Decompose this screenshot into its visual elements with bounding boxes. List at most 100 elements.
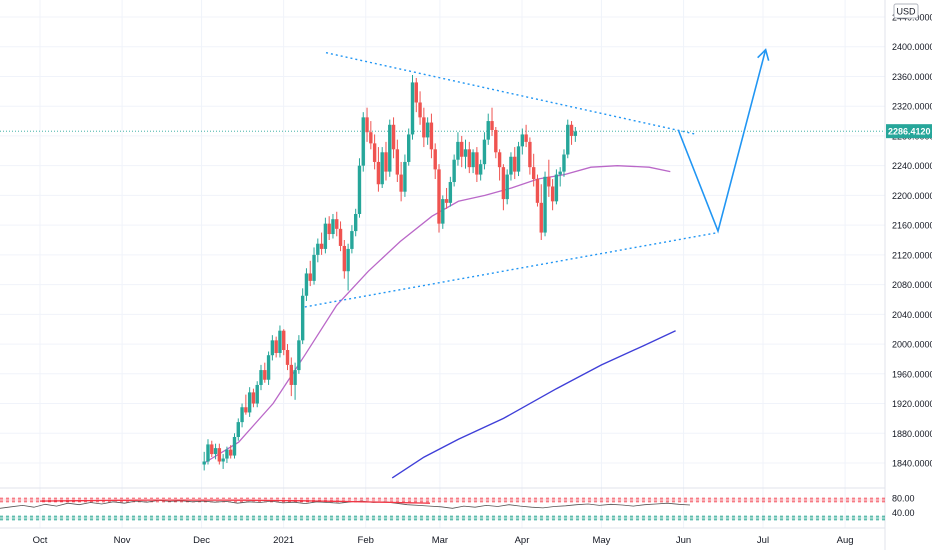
candle (558, 167, 562, 187)
candle (463, 139, 468, 169)
candle (391, 117, 396, 159)
candle (255, 381, 259, 408)
candle (478, 159, 483, 181)
candle (422, 107, 426, 148)
price-tick-label: 2080.0000 (892, 280, 932, 290)
candle-body (444, 199, 449, 203)
rsi-tick-label: 80.00 (892, 494, 915, 504)
candle (369, 121, 373, 150)
candle (509, 152, 513, 181)
candle-body (225, 449, 229, 459)
chart-overlays (0, 48, 885, 479)
candle (289, 357, 294, 397)
candle (342, 240, 347, 279)
price-tick-label: 2360.0000 (892, 72, 932, 82)
candle (202, 451, 206, 471)
price-axis[interactable]: 2440.00002400.00002360.00002320.00002280… (886, 13, 932, 519)
candle-body (425, 122, 430, 138)
candle (516, 141, 521, 177)
candle-body (380, 152, 384, 185)
candle-body (312, 254, 316, 281)
candle-body (270, 340, 275, 356)
time-tick-label: Jul (757, 535, 769, 546)
candle (300, 288, 305, 345)
time-tick-label: Oct (33, 535, 48, 546)
candle-body (353, 213, 358, 232)
candle (441, 195, 445, 229)
lower-trendline (304, 231, 719, 308)
candle (505, 169, 509, 205)
candle-body (251, 392, 256, 404)
rsi-overbought-band (0, 498, 885, 502)
candle (266, 351, 271, 385)
candle (539, 184, 543, 240)
candle-body (331, 219, 335, 235)
candle (471, 149, 475, 174)
candle-body (229, 449, 233, 456)
candle-body (202, 461, 206, 465)
candle (251, 388, 256, 408)
candle-body (482, 139, 487, 165)
candle-body (244, 407, 248, 413)
price-tick-label: 2000.0000 (892, 340, 932, 350)
candle (221, 454, 225, 469)
candle-body (285, 350, 290, 365)
chart-grid (0, 0, 886, 550)
candle (384, 141, 388, 181)
candle (520, 128, 525, 155)
time-tick-label: Dec (193, 535, 210, 546)
candle-body (255, 384, 259, 404)
candle-body (494, 129, 498, 153)
candle (475, 147, 479, 183)
candle-body (300, 295, 305, 341)
candle-body (266, 355, 271, 380)
ma-200-line (391, 330, 676, 479)
currency-label-box[interactable]: USD (893, 3, 919, 19)
candle-body (395, 149, 400, 175)
candle-body (539, 202, 543, 233)
time-axis[interactable]: Oct Nov Dec 2021 Feb Mar Apr May Jun Jul Aug (33, 535, 854, 546)
time-tick-label: 2021 (273, 535, 294, 546)
candle (513, 147, 517, 180)
price-tick-label: 2200.0000 (892, 191, 932, 201)
price-tick-label: 2040.0000 (892, 310, 932, 320)
candle-body (433, 149, 437, 170)
candle (357, 158, 362, 218)
candle-body (213, 448, 218, 455)
candle (482, 132, 487, 170)
candle-body (263, 370, 267, 380)
candle-body (463, 149, 468, 157)
current-price-label: 2286.4120 (888, 127, 931, 137)
candle (528, 137, 532, 175)
candle (429, 113, 434, 159)
candle (494, 127, 498, 159)
price-tick-label: 2240.0000 (892, 161, 932, 171)
price-tick-label: 2400.0000 (892, 42, 932, 52)
candle (263, 362, 267, 383)
candle (543, 171, 547, 237)
candle-body (304, 273, 309, 296)
candle-body (388, 124, 392, 172)
candle (259, 364, 263, 391)
candle-body (513, 156, 517, 172)
candle-body (550, 186, 555, 202)
candle-body (520, 134, 525, 147)
candle-body (497, 152, 502, 168)
candle (399, 161, 403, 202)
candle-body (486, 121, 490, 140)
candle-body (282, 330, 286, 351)
candle (236, 418, 240, 441)
candle (448, 176, 453, 207)
candle-body (471, 152, 475, 168)
candle-body (293, 370, 297, 385)
candle-body (361, 117, 365, 166)
candle-body (335, 219, 339, 229)
candle-body (327, 223, 331, 235)
candle-body (478, 164, 483, 175)
candle (240, 403, 244, 428)
candle (486, 113, 490, 145)
candle-body (236, 422, 240, 437)
candle-body (554, 174, 559, 202)
candle (232, 433, 237, 459)
